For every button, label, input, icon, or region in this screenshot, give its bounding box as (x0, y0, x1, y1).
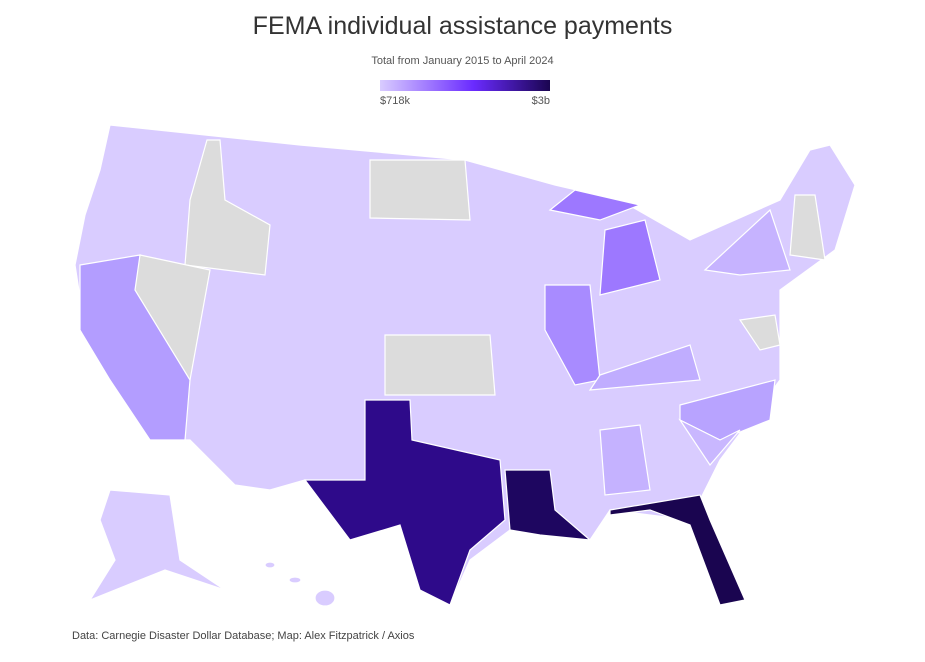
state (599, 424, 651, 496)
gray-state (738, 314, 781, 351)
legend-min: $718k (380, 95, 410, 107)
hawaii (264, 561, 276, 569)
state (609, 494, 746, 606)
hawaii (288, 576, 302, 584)
state (703, 208, 791, 276)
state (79, 254, 191, 441)
state (548, 189, 643, 221)
state (599, 219, 661, 296)
title: FEMA individual assistance payments (252, 12, 673, 40)
legend-gradient (380, 80, 550, 91)
gray-state (184, 139, 271, 276)
source: Data: Carnegie Disaster Dollar Database;… (72, 630, 415, 642)
state (544, 284, 601, 386)
state (303, 399, 506, 606)
hawaii (314, 589, 336, 607)
alaska (88, 489, 226, 602)
state (588, 344, 701, 391)
state (679, 379, 776, 441)
gray-state (384, 334, 496, 396)
legend-max: $3b (531, 95, 550, 107)
state (678, 418, 741, 466)
gray-state (789, 194, 826, 261)
gray-state (369, 159, 471, 221)
state (504, 469, 592, 541)
subtitle: Total from January 2015 to April 2024 (371, 55, 554, 67)
